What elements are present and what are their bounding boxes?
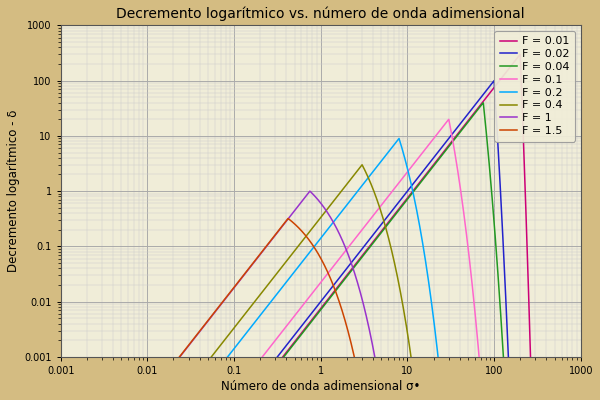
Title: Decremento logarítmico vs. número de onda adimensional: Decremento logarítmico vs. número de ond… [116,7,525,22]
F = 1.5 [257,252,264,256]
Line: F = 1: F = 1 [61,191,581,400]
F = 0.02 [490,78,497,83]
F = 0.01 [257,383,264,388]
F = 0.2 [395,136,403,141]
F = 0.01 [279,355,286,360]
X-axis label: Número de onda adimensional σ•: Número de onda adimensional σ• [221,380,421,393]
F = 1 [279,224,286,228]
Legend: F = 0.01, F = 0.02, F = 0.04, F = 0.1, F = 0.2, F = 0.4, F = 1, F = 1.5: F = 0.01, F = 0.02, F = 0.04, F = 0.1, F… [494,31,575,142]
F = 0.1 [445,117,452,122]
Line: F = 1.5: F = 1.5 [61,218,581,400]
F = 0.04 [257,385,264,390]
Line: F = 0.04: F = 0.04 [61,103,581,400]
F = 0.4 [279,264,286,268]
F = 0.02 [279,348,286,352]
F = 0.01 [511,59,518,64]
F = 1.5 [147,391,154,396]
F = 1 [306,189,313,194]
F = 0.4 [257,292,264,297]
Y-axis label: Decremento logarítmico - δ: Decremento logarítmico - δ [7,110,20,272]
F = 0.1 [257,357,264,362]
Line: F = 0.4: F = 0.4 [61,165,581,400]
F = 0.04 [479,100,487,105]
F = 1 [147,392,154,396]
F = 0.1 [279,328,286,333]
F = 0.01 [517,52,524,57]
Line: F = 0.02: F = 0.02 [61,81,581,400]
F = 0.04 [279,356,286,361]
F = 1.5 [284,216,292,221]
F = 1.5 [279,223,286,228]
F = 0.2 [257,313,264,318]
F = 1 [257,252,264,257]
F = 0.4 [358,162,365,167]
F = 0.2 [279,284,286,289]
Line: F = 0.01: F = 0.01 [61,54,581,400]
Line: F = 0.2: F = 0.2 [61,138,581,400]
F = 0.02 [257,376,264,381]
Line: F = 0.1: F = 0.1 [61,120,581,400]
